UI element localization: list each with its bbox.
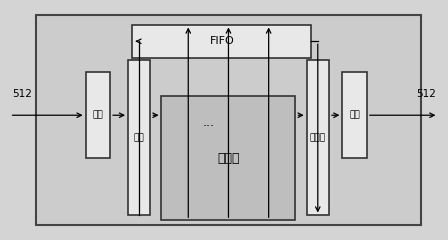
Text: 512: 512 <box>416 89 436 99</box>
Text: 去零: 去零 <box>349 111 360 120</box>
Text: FIFO: FIFO <box>209 36 234 46</box>
Bar <box>133 24 311 58</box>
Text: 交织: 交织 <box>134 133 145 142</box>
Text: 编码器: 编码器 <box>217 152 240 165</box>
Text: 补零: 补零 <box>92 111 103 120</box>
Bar <box>306 60 329 216</box>
Bar <box>342 72 367 158</box>
Text: 512: 512 <box>12 89 32 99</box>
Bar <box>36 15 421 225</box>
Bar <box>161 96 296 220</box>
Bar <box>86 72 110 158</box>
Bar <box>128 60 151 216</box>
Text: ...: ... <box>202 116 215 129</box>
Text: 解交织: 解交织 <box>310 133 326 142</box>
